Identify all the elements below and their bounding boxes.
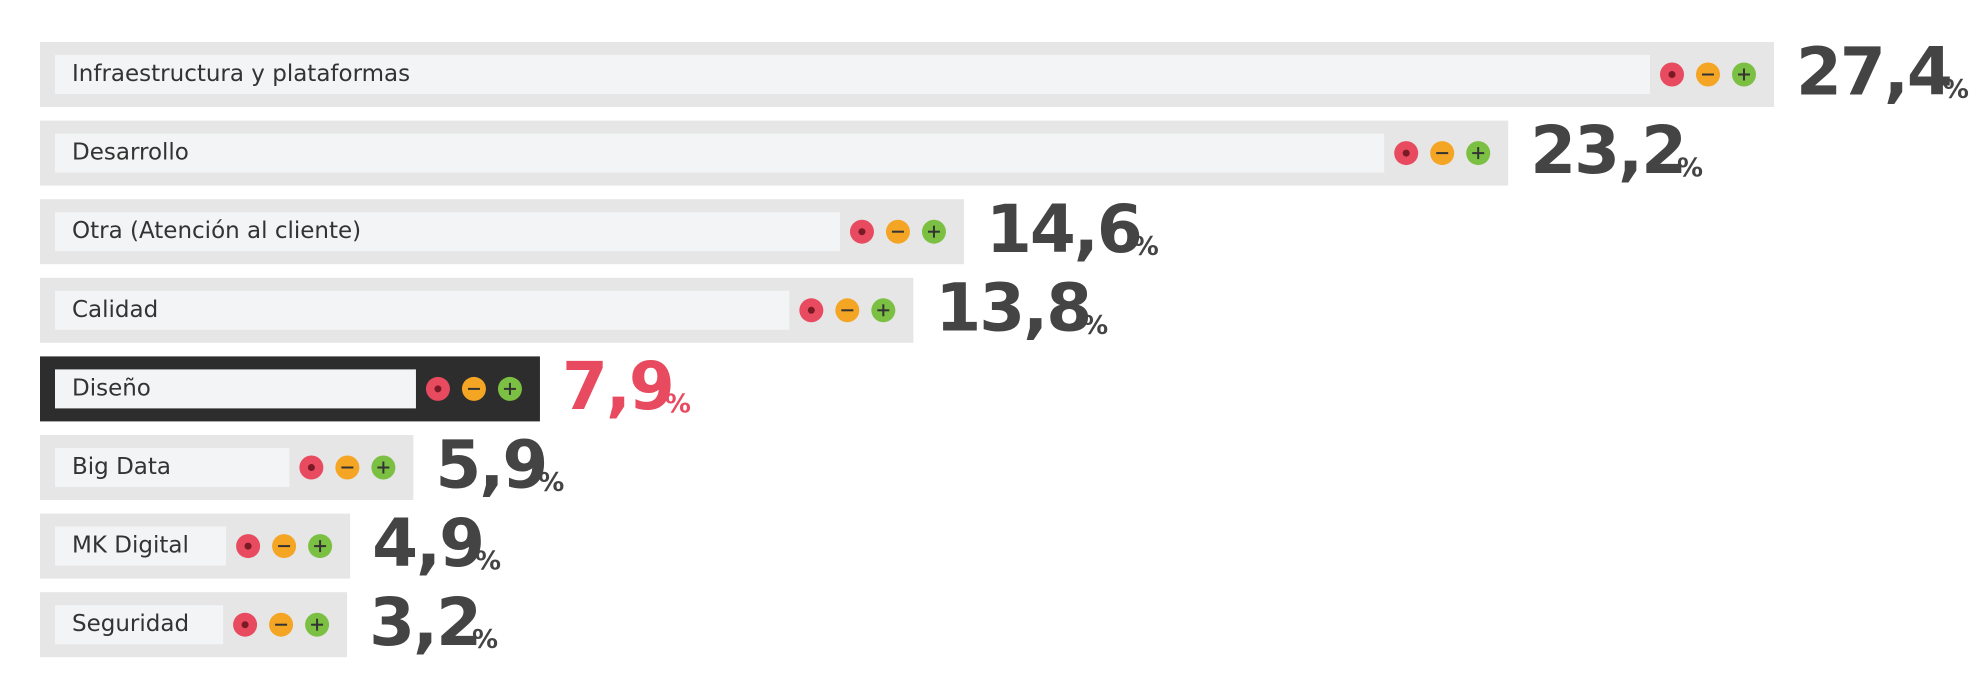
label-box xyxy=(55,290,790,330)
category-label: Calidad xyxy=(72,297,158,323)
button-icon xyxy=(807,306,815,314)
button-icon xyxy=(244,542,252,550)
value-label: 23,2 xyxy=(1530,112,1685,189)
label-box xyxy=(55,55,1650,94)
value-label: 3,2 xyxy=(369,584,480,661)
label-box xyxy=(55,212,840,252)
value-suffix: % xyxy=(472,625,498,655)
button-icon xyxy=(1668,71,1676,78)
value-label: 4,9 xyxy=(372,505,483,582)
category-label: Big Data xyxy=(72,454,171,480)
value-label: 27,4 xyxy=(1796,34,1951,111)
category-label: Otra (Atención al cliente) xyxy=(72,218,361,244)
category-label: Desarrollo xyxy=(72,140,189,166)
value-suffix: % xyxy=(1677,154,1703,184)
button-icon xyxy=(858,228,866,236)
value-label: 13,8 xyxy=(935,269,1090,346)
value-suffix: % xyxy=(538,468,564,498)
value-suffix: % xyxy=(475,547,501,577)
button-icon xyxy=(307,464,315,471)
value-label: 14,6 xyxy=(986,191,1141,268)
value-suffix: % xyxy=(1082,311,1108,341)
category-label: Seguridad xyxy=(72,611,189,637)
category-label: Infraestructura y plataformas xyxy=(72,61,410,87)
value-suffix: % xyxy=(665,389,691,419)
button-icon xyxy=(1402,149,1410,157)
value-label: 7,9 xyxy=(562,348,673,425)
category-label: MK Digital xyxy=(72,533,189,559)
label-box xyxy=(55,133,1385,173)
label-box xyxy=(55,369,416,409)
value-label: 5,9 xyxy=(435,427,546,504)
label-box xyxy=(55,448,290,487)
value-suffix: % xyxy=(1943,75,1969,105)
value-suffix: % xyxy=(1133,232,1159,262)
label-box xyxy=(55,526,227,566)
label-box xyxy=(55,605,224,645)
button-icon xyxy=(434,385,442,393)
category-label: Diseño xyxy=(72,375,151,401)
button-icon xyxy=(241,621,249,629)
